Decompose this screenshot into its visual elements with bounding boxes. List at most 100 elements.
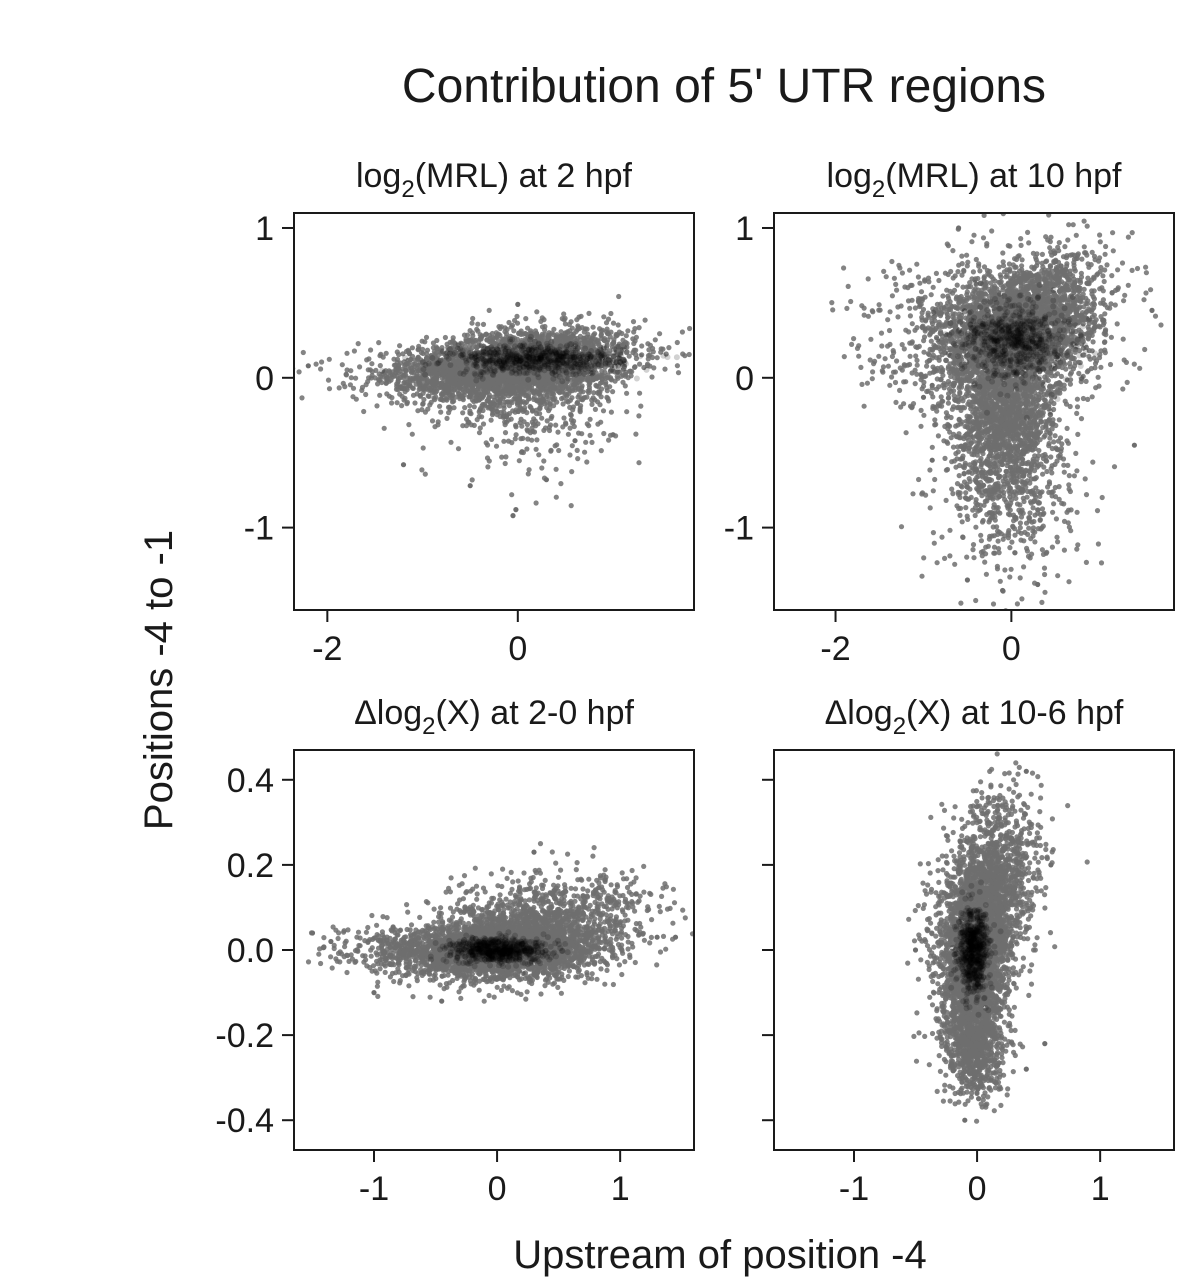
data-point (546, 333, 552, 339)
data-point (451, 405, 457, 411)
panel-mrl-2hpf: log2(MRL) at 2 hpf-2 010-1 (244, 157, 695, 668)
data-point (567, 404, 573, 410)
data-point (476, 409, 482, 415)
data-point (604, 384, 610, 391)
data-point (547, 401, 553, 407)
data-point (637, 361, 643, 367)
data-point (539, 386, 545, 392)
data-point (397, 360, 403, 366)
data-point (344, 350, 350, 356)
data-point (451, 387, 457, 393)
data-point (633, 334, 640, 340)
data-point (462, 405, 468, 411)
data-point (509, 400, 515, 406)
data-point (559, 396, 565, 402)
data-point (405, 347, 411, 353)
data-point (514, 336, 521, 342)
data-point (415, 355, 421, 361)
data-point (501, 393, 507, 400)
data-point (1084, 223, 1090, 229)
data-point (555, 429, 561, 435)
data-point (517, 404, 523, 410)
data-point (446, 410, 452, 416)
data-point (504, 387, 510, 393)
data-point (457, 384, 463, 390)
data-point (562, 331, 569, 337)
data-point (504, 326, 510, 333)
data-point (373, 367, 379, 373)
data-point (376, 377, 382, 383)
data-point (430, 345, 436, 351)
data-point (680, 351, 686, 357)
data-point (598, 448, 604, 454)
data-point (604, 326, 610, 332)
data-point (568, 319, 574, 325)
data-point (439, 396, 445, 403)
data-point (619, 330, 625, 337)
data-point-core (508, 346, 515, 353)
y-tick-label: 0 (255, 360, 274, 398)
data-point (477, 332, 483, 338)
data-point (453, 394, 459, 400)
data-point (427, 402, 433, 408)
data-point (1096, 383, 1102, 389)
data-point (597, 389, 603, 395)
data-point (478, 394, 484, 400)
data-point-core (503, 345, 510, 352)
data-point (455, 446, 462, 452)
data-point-core (588, 370, 595, 377)
data-point-core (660, 352, 667, 359)
data-point (456, 361, 462, 367)
data-point (1080, 395, 1086, 402)
scatter-points (287, 293, 693, 519)
outlier-point (467, 483, 473, 489)
data-point (608, 310, 614, 317)
data-point-core (544, 343, 551, 350)
data-point (1104, 262, 1110, 268)
data-point-core (581, 370, 588, 377)
data-point (384, 391, 390, 397)
data-point (636, 325, 642, 331)
data-point (577, 405, 583, 411)
data-point (422, 471, 428, 477)
data-point (389, 400, 395, 406)
data-point-core (447, 362, 454, 368)
data-point (464, 416, 470, 422)
data-point (375, 381, 381, 387)
data-point-core (458, 352, 465, 359)
data-point (535, 421, 541, 427)
data-point (539, 315, 545, 321)
data-point (485, 442, 491, 448)
data-point-core (588, 348, 595, 354)
data-point (423, 334, 430, 340)
data-point (597, 326, 603, 332)
data-point (562, 315, 568, 321)
data-point-core (536, 357, 543, 364)
data-point-core (379, 367, 386, 374)
data-point (600, 408, 607, 414)
data-point-core (537, 366, 544, 373)
data-point (486, 307, 492, 313)
data-point (422, 384, 428, 390)
data-point-core (565, 375, 572, 382)
data-point-core (553, 347, 560, 354)
data-point (526, 396, 532, 402)
data-point (625, 328, 631, 334)
data-point (395, 379, 401, 385)
data-point (686, 351, 692, 358)
data-point (918, 289, 925, 295)
data-point (394, 383, 400, 389)
data-point (616, 293, 622, 300)
data-point-core (567, 354, 574, 361)
data-point (553, 494, 559, 500)
data-point-core (422, 371, 429, 378)
data-point (299, 395, 305, 401)
data-point-core (572, 343, 579, 350)
data-point (443, 383, 449, 389)
data-point (638, 403, 644, 409)
data-point (569, 395, 575, 401)
data-point-core (446, 346, 453, 353)
data-point (636, 460, 642, 466)
outlier-point (287, 350, 292, 355)
